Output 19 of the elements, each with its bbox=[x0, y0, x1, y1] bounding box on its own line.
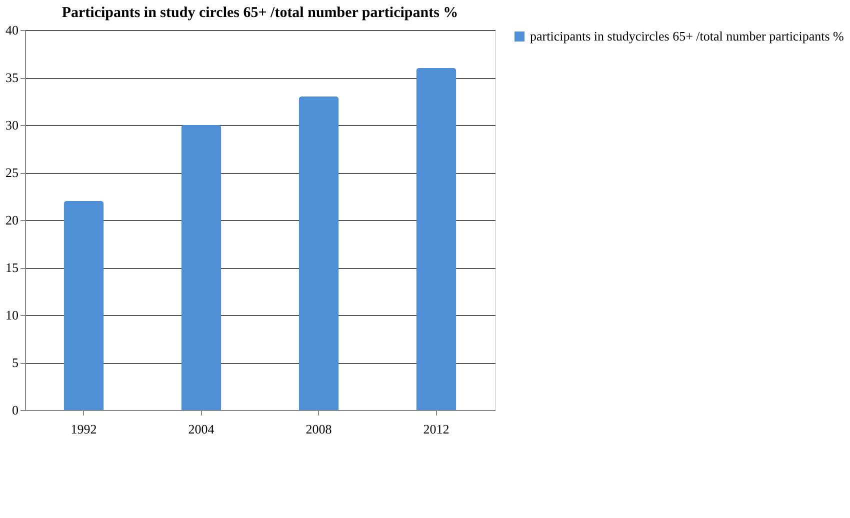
bar bbox=[64, 201, 104, 410]
y-tick-label: 15 bbox=[6, 260, 18, 275]
legend-label: participants in studycircles 65+ /total number participants % bbox=[530, 28, 844, 44]
y-tick-label: 30 bbox=[6, 118, 18, 132]
y-tick-label: 20 bbox=[6, 212, 18, 228]
bar bbox=[181, 125, 222, 410]
y-tick-label: 40 bbox=[6, 22, 18, 38]
y-tick-label: 25 bbox=[6, 165, 18, 180]
x-tick-label: 2012 bbox=[423, 422, 450, 436]
x-tick-label: 2004 bbox=[188, 422, 215, 436]
y-tick-label: 0 bbox=[12, 402, 18, 418]
y-tick-label: 5 bbox=[12, 355, 18, 370]
bar bbox=[416, 68, 456, 410]
chart-title: Participants in study circles 65+ /total number participants % bbox=[62, 5, 458, 21]
y-tick-label: 35 bbox=[6, 70, 18, 85]
y-tick-label: 10 bbox=[6, 308, 18, 322]
bar bbox=[298, 96, 339, 410]
x-tick-label: 1992 bbox=[70, 422, 97, 436]
x-tick-label: 2008 bbox=[306, 422, 332, 436]
